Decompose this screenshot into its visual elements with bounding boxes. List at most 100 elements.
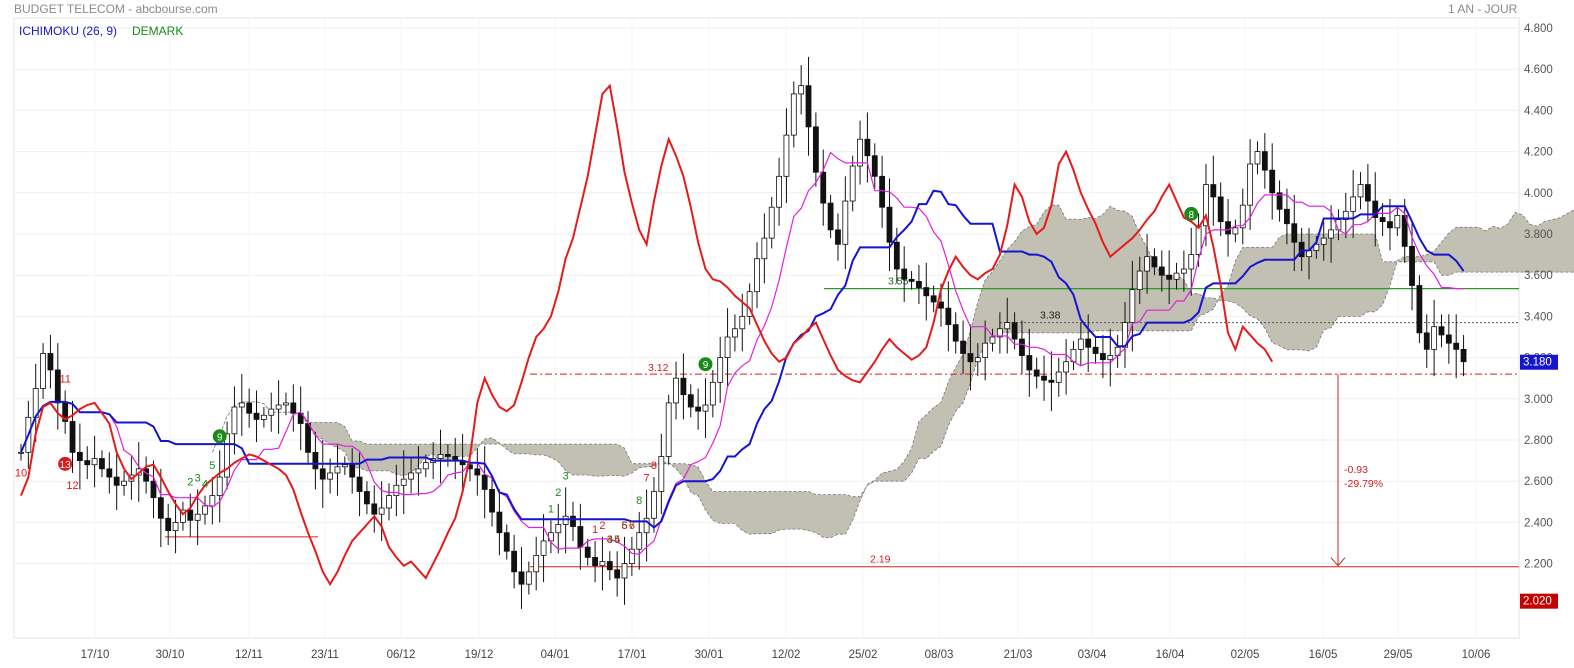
candle-body [849, 165, 856, 202]
candle-body [908, 278, 915, 282]
demark-setup-circle [58, 456, 73, 471]
candle-body [739, 315, 746, 330]
candle-body [643, 517, 650, 534]
candle-body [474, 468, 481, 476]
chikou-line [20, 83, 1274, 587]
demark-count: 10 [15, 468, 27, 480]
candle-body [533, 554, 540, 573]
candle-body [415, 468, 422, 474]
candle-body [1136, 270, 1143, 291]
candle-body [1342, 210, 1349, 220]
candle-body [99, 458, 105, 470]
candle-body [1401, 215, 1408, 247]
candle-body [481, 474, 488, 490]
y-tick-label: 4.400 [1524, 105, 1553, 117]
candle-body [1048, 379, 1055, 383]
candle-body [1394, 215, 1401, 229]
change-abs-label: -0.93 [1344, 464, 1368, 476]
x-tick-label: 06/12 [387, 649, 416, 661]
candle-body [960, 340, 966, 354]
candle-body [938, 301, 944, 309]
candle-body [437, 454, 444, 459]
candle-body [1217, 196, 1224, 223]
candle-body [1180, 268, 1187, 274]
candle-body [857, 138, 863, 167]
demark-setup-count: 9 [217, 432, 223, 443]
candle-body [202, 505, 208, 515]
demark-count: 4 [607, 534, 613, 546]
candle-body [1026, 355, 1033, 371]
candle-body [76, 451, 83, 461]
candle-body [1247, 163, 1254, 206]
candle-body [386, 495, 392, 509]
candle-body [1320, 237, 1327, 245]
y-tick-label: 4.200 [1524, 147, 1553, 159]
candle-body [1144, 256, 1150, 272]
x-tick-label: 12/11 [235, 649, 263, 661]
x-tick-label: 19/12 [465, 649, 494, 661]
candle-body [805, 85, 812, 128]
candle-body [378, 507, 385, 515]
candle-body [1291, 223, 1298, 243]
candle-body [1364, 184, 1371, 202]
candle-body [768, 206, 775, 239]
candle-body [1261, 151, 1268, 171]
last-price-label: 3.180 [1523, 357, 1552, 369]
candle-body [621, 563, 628, 579]
candle-body [680, 377, 687, 396]
candle-body [974, 357, 981, 363]
candle-body [982, 342, 989, 358]
candle-body [1423, 332, 1430, 350]
chart-title: BUDGET TELECOM - abcbourse.com [14, 2, 218, 16]
candle-body [238, 402, 245, 408]
candle-body [592, 557, 598, 567]
candle-body [1173, 272, 1180, 280]
candle-body [599, 561, 606, 567]
demark-count: 5 [621, 520, 627, 532]
candle-body [1276, 192, 1283, 210]
candle-body [216, 476, 223, 497]
period-label: 1 AN - JOUR [1448, 2, 1518, 16]
candle-body [1033, 369, 1040, 377]
candle-body [1387, 221, 1393, 229]
y-tick-label: 3.800 [1524, 229, 1553, 241]
x-tick-label: 30/01 [695, 649, 724, 661]
candle-body [1409, 245, 1415, 286]
candle-body [967, 353, 974, 363]
demark-count: 11 [59, 374, 70, 386]
candle-body [1129, 289, 1136, 323]
candle-body [1460, 348, 1467, 363]
candle-body [393, 484, 400, 497]
candle-body [1357, 184, 1364, 198]
candle-body [1438, 326, 1445, 336]
candle-body [761, 237, 768, 260]
candle-body [606, 561, 613, 571]
candle-body [702, 404, 709, 412]
candle-body [1210, 184, 1217, 198]
candle-body [143, 468, 150, 482]
candle-body [84, 460, 91, 466]
candle-body [54, 369, 61, 404]
candle-body [47, 353, 54, 371]
candle-body [945, 307, 952, 326]
demark-count: 5 [209, 460, 215, 472]
candle-body [930, 295, 937, 303]
demark-count: 7 [629, 520, 635, 532]
y-tick-label: 2.400 [1524, 517, 1553, 529]
candle-body [820, 171, 827, 204]
x-tick-label: 02/05 [1231, 649, 1260, 661]
candle-body [422, 462, 429, 470]
candle-body [871, 155, 878, 177]
candle-body [864, 138, 871, 157]
demark-count: 6 [629, 520, 635, 532]
x-tick-label: 29/05 [1384, 649, 1413, 661]
candle-body [187, 509, 194, 521]
candle-body [790, 93, 797, 136]
candle-body [518, 571, 525, 585]
demark-count: 1 [592, 524, 598, 536]
y-tick-label: 3.400 [1524, 311, 1553, 323]
candle-body [783, 134, 790, 177]
candle-body [1269, 169, 1276, 194]
x-tick-label: 16/04 [1156, 649, 1185, 661]
candle-body [18, 451, 24, 454]
